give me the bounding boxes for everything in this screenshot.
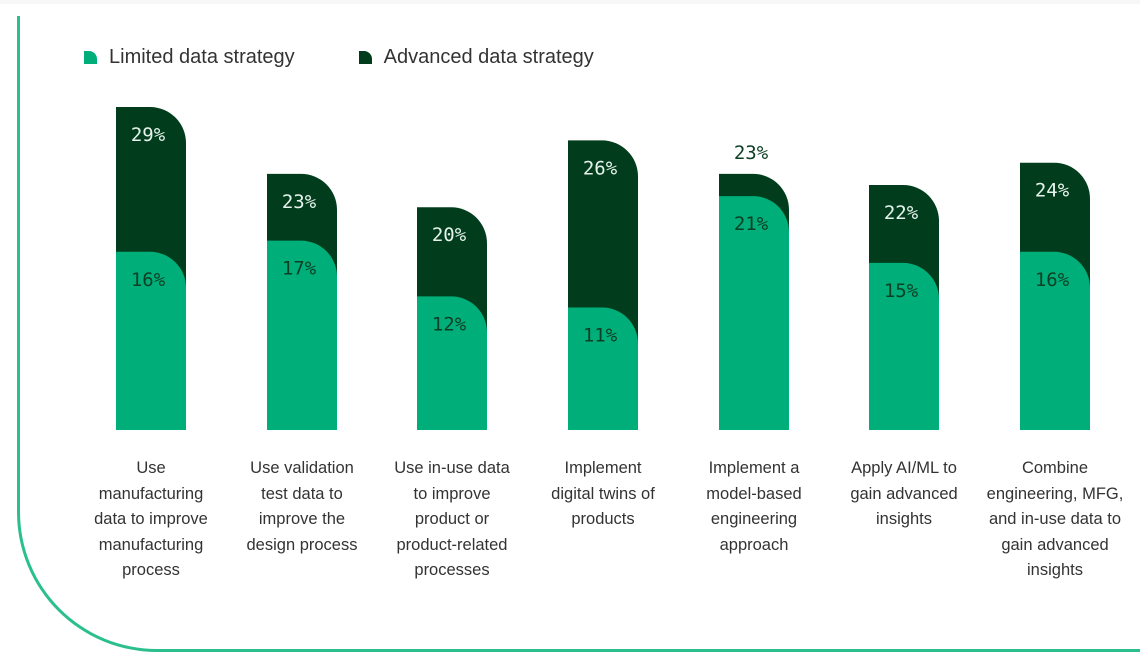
category-label-line: approach [719,535,789,554]
category-label-line: processes [414,561,490,579]
bar-limited [267,240,337,430]
category-label-line: data to improve [94,510,208,528]
category-label-line: Implement [564,459,642,477]
bar-limited [719,196,789,430]
data-label-advanced: 29% [131,124,166,146]
category-label: Implement digital twins of products [533,456,673,533]
legend-swatch-limited [84,51,97,64]
data-label-limited: 11% [583,324,618,346]
legend-item-advanced: Advanced data strategy [358,46,594,69]
category-label-line: improve the [258,510,346,528]
data-label-limited: 12% [432,313,467,335]
decorative-frame [17,16,1140,652]
category-label: Use validation test data to improve the des… [232,456,372,558]
category-label: Combine engineering, MFG, and in-use data … [985,456,1125,584]
data-label-limited: 16% [131,269,166,291]
legend: Limited data strategy Advanced data stra… [84,46,594,69]
category-label-line: Implement a [708,459,800,477]
bar-limited [568,307,638,430]
category-label-line: Use in-use data [394,459,510,477]
category-label-line: test data to [261,484,343,503]
data-label-limited: 21% [734,213,769,235]
category-label: Implement a model-based engineering approac… [684,456,824,558]
category-label-line: design process [246,535,358,554]
category-label-line: process [122,561,180,579]
bar-limited [116,251,186,430]
category-label-line: Use [136,459,166,477]
category-label-line: to improve [413,484,491,503]
data-label-advanced: 23% [282,191,317,213]
category-label-line: Combine [1021,459,1089,477]
category-label-line: Use validation [250,459,354,477]
category-label-line: model-based [706,484,802,503]
category-label-line: products [571,510,635,528]
data-label-limited: 17% [282,258,317,280]
category-label-line: Apply AI/ML to [851,459,957,477]
category-label-line: digital twins of [551,484,655,503]
data-label-advanced: 24% [1035,180,1070,202]
category-label-line: gain advanced [1001,535,1109,554]
data-label-advanced: 26% [583,157,618,179]
category-label-line: and in-use data to [988,510,1122,528]
category-label-line: gain advanced [850,484,958,503]
data-label-limited: 15% [884,280,919,302]
category-label-line: product-related [396,535,508,554]
bar-limited [869,262,939,430]
bar-limited [417,296,487,430]
category-label-line: engineering, MFG, [986,484,1124,503]
data-label-advanced: 23% [734,142,769,164]
category-label-line: insights [1027,561,1083,579]
category-label-line: engineering [710,510,798,528]
legend-label-advanced: Advanced data strategy [383,46,594,68]
category-label: Use manufacturing data to improve manufactu… [81,456,221,584]
category-label-line: product or [414,510,490,528]
category-label-line: manufacturing [98,484,204,503]
data-label-limited: 16% [1035,269,1070,291]
legend-label-limited: Limited data strategy [109,46,295,68]
bar-limited [1020,251,1090,430]
data-label-advanced: 22% [884,202,919,224]
category-label-line: insights [876,510,932,528]
legend-item-limited: Limited data strategy [84,46,295,69]
data-label-advanced: 20% [432,224,467,246]
legend-swatch-advanced [358,51,372,64]
category-label-line: manufacturing [98,535,204,554]
category-label: Use in-use data to improve product or produ… [382,456,522,584]
category-label: Apply AI/ML to gain advanced insights [834,456,974,533]
